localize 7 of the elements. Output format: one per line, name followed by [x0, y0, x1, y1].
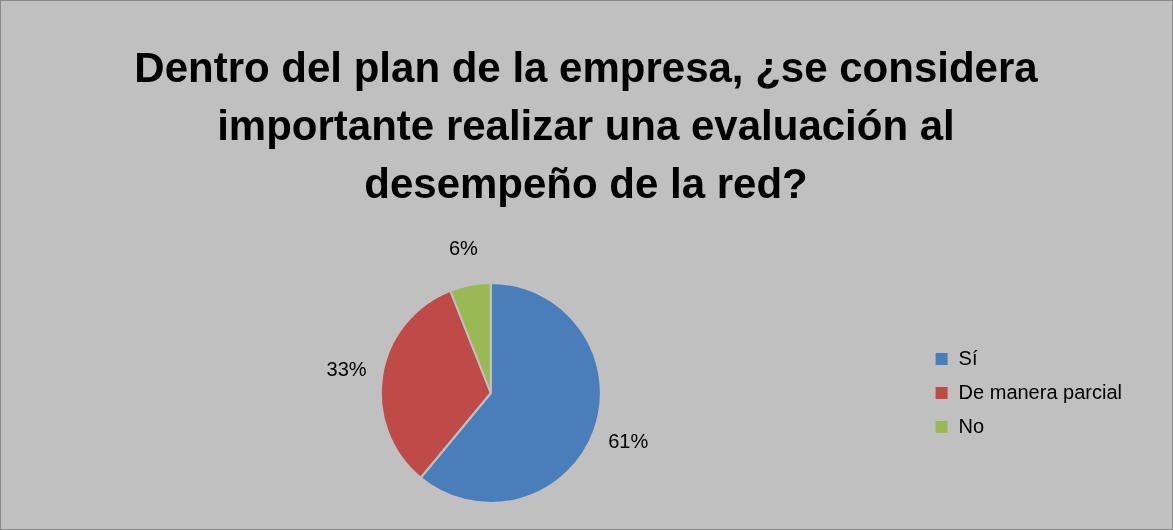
legend-label: No — [958, 414, 985, 437]
legend-label: De manera parcial — [958, 380, 1123, 403]
data-label: 33% — [326, 357, 367, 380]
data-label: 61% — [608, 429, 649, 452]
chart-title: Dentro del plan de la empresa, ¿se considera importante realizar una evaluación al desempeño de la red? — [133, 43, 1039, 209]
data-label: 6% — [448, 237, 479, 260]
legend-label: Sí — [958, 346, 978, 369]
